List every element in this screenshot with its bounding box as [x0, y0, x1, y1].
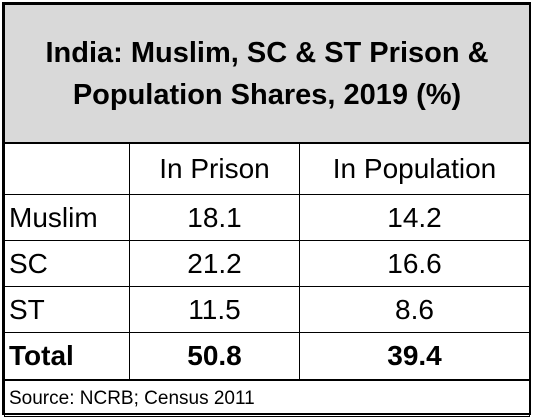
- table-row-total: Total 50.8 39.4: [4, 332, 531, 381]
- table-row-muslim: Muslim 18.1 14.2: [4, 194, 531, 241]
- source-note: Source: NCRB; Census 2011: [3, 379, 531, 417]
- table-title-line2: Population Shares, 2019 (%): [72, 78, 462, 111]
- cell-in-population: 16.6: [298, 240, 531, 287]
- total-in-population: 39.4: [298, 332, 531, 381]
- cell-in-population: 14.2: [298, 194, 531, 241]
- cell-in-prison: 21.2: [129, 240, 300, 287]
- table-row-st: ST 11.5 8.6: [4, 286, 531, 333]
- cell-in-prison: 11.5: [129, 286, 300, 333]
- data-table: India: Muslim, SC & ST Prison & Populati…: [3, 4, 531, 417]
- header-blank: [4, 142, 130, 195]
- row-label: Muslim: [4, 194, 130, 241]
- total-label: Total: [4, 332, 130, 381]
- table-title-line1: India: Muslim, SC & ST Prison &: [45, 36, 489, 69]
- total-in-prison: 50.8: [129, 332, 300, 381]
- header-in-prison: In Prison: [129, 142, 300, 195]
- row-label: ST: [4, 286, 130, 333]
- cell-in-prison: 18.1: [129, 194, 300, 241]
- header-row: In Prison In Population: [4, 142, 531, 195]
- row-label: SC: [4, 240, 130, 287]
- table-row-sc: SC 21.2 16.6: [4, 240, 531, 287]
- source-row: Source: NCRB; Census 2011: [3, 379, 531, 417]
- table-title: India: Muslim, SC & ST Prison & Populati…: [3, 4, 531, 144]
- cell-in-population: 8.6: [298, 286, 531, 333]
- table-container: India: Muslim, SC & ST Prison & Populati…: [2, 2, 531, 417]
- header-in-population: In Population: [298, 142, 531, 195]
- title-row: India: Muslim, SC & ST Prison & Populati…: [3, 4, 531, 144]
